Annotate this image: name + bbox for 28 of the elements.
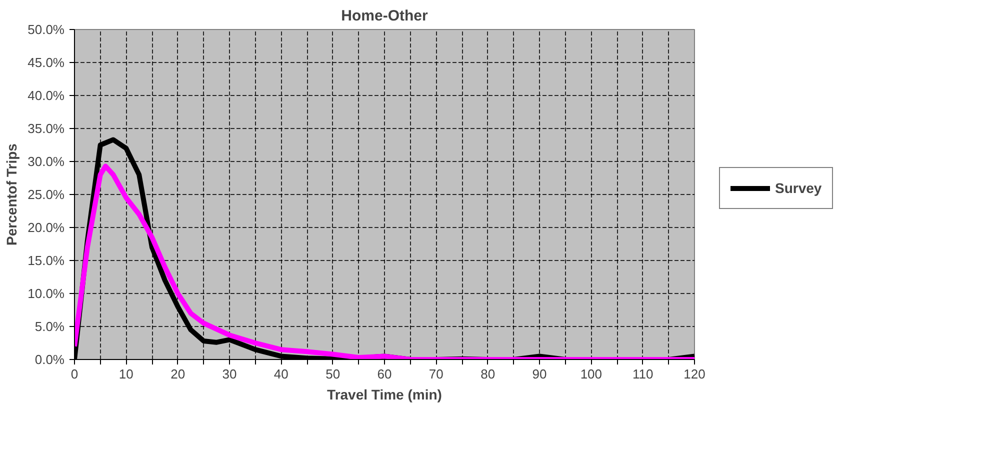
x-tick-label: 60 bbox=[377, 366, 392, 382]
x-tick-label: 80 bbox=[480, 366, 496, 382]
y-tick-label: 40.0% bbox=[28, 88, 65, 103]
x-tick-label: 10 bbox=[118, 366, 134, 382]
y-tick-label: 25.0% bbox=[28, 187, 65, 202]
x-tick-label: 50 bbox=[326, 366, 340, 382]
x-tick-label: 0 bbox=[70, 366, 78, 382]
y-tick-label: 5.0% bbox=[34, 319, 65, 334]
y-tick-label: 30.0% bbox=[28, 154, 65, 169]
x-tick-label: 120 bbox=[684, 366, 706, 382]
x-tick-label: 90 bbox=[532, 366, 547, 382]
x-tick-label: 100 bbox=[580, 366, 602, 382]
x-tick-label: 70 bbox=[428, 366, 444, 382]
y-tick-label: 10.0% bbox=[28, 286, 65, 301]
x-axis-title: Travel Time (min) bbox=[327, 386, 442, 402]
y-tick-label: 35.0% bbox=[28, 121, 65, 136]
x-tick-label: 110 bbox=[632, 366, 654, 382]
x-tick-label: 20 bbox=[170, 366, 186, 382]
y-tick-label: 45.0% bbox=[28, 55, 65, 70]
chart-title: Home-Other bbox=[341, 8, 428, 24]
y-tick-label: 0.0% bbox=[34, 352, 65, 367]
x-tick-label: 30 bbox=[222, 366, 237, 382]
y-tick-label: 50.0% bbox=[28, 22, 65, 37]
x-tick-label: 40 bbox=[274, 366, 288, 382]
y-axis-title: Percentof Trips bbox=[4, 143, 20, 246]
legend-label: Survey bbox=[775, 180, 822, 196]
y-tick-label: 20.0% bbox=[28, 220, 65, 235]
y-tick-label: 15.0% bbox=[28, 253, 65, 268]
